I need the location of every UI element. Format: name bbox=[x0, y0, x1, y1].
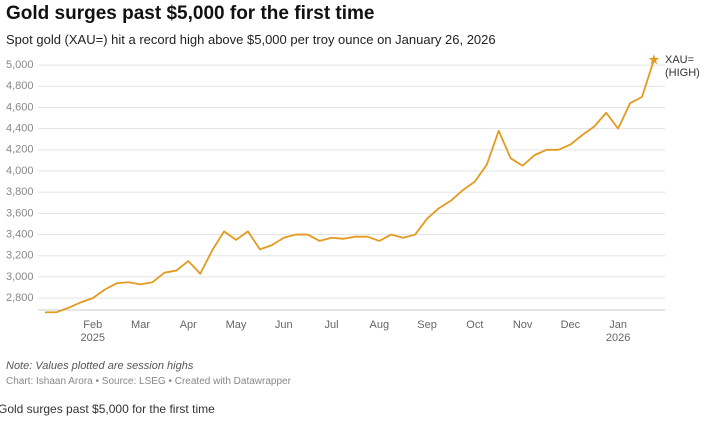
y-tick-label: 4,200 bbox=[6, 144, 34, 156]
x-tick-label: Oct bbox=[466, 319, 484, 331]
y-tick-label: 3,400 bbox=[6, 228, 34, 240]
note: Note: Values plotted are session highs bbox=[6, 360, 194, 372]
chart-title: Gold surges past $5,000 for the first ti… bbox=[6, 3, 375, 24]
y-tick-label: 3,200 bbox=[6, 250, 34, 262]
x-tick-label: Jun bbox=[274, 319, 293, 331]
x-tick-label: Jan 2026 bbox=[605, 319, 631, 344]
x-tick-label: Jul bbox=[324, 319, 339, 331]
x-tick-label: Aug bbox=[369, 319, 390, 331]
y-tick-label: 3,000 bbox=[6, 271, 34, 283]
x-tick-label: Feb 2025 bbox=[80, 319, 105, 344]
y-tick-label: 3,600 bbox=[6, 207, 34, 219]
end-marker bbox=[648, 54, 660, 65]
y-tick-label: 5,000 bbox=[6, 59, 34, 71]
line bbox=[44, 59, 655, 314]
x-tick-label: Nov bbox=[512, 319, 533, 331]
annotation: XAU= (HIGH) bbox=[665, 54, 700, 79]
caption: Gold surges past $5,000 for the first ti… bbox=[0, 402, 215, 416]
y-tick-label: 4,600 bbox=[6, 101, 34, 113]
y-tick-label: 2,800 bbox=[6, 292, 34, 304]
y-tick-label: 4,800 bbox=[6, 80, 34, 92]
x-tick-label: Sep bbox=[417, 319, 437, 331]
y-tick-label: 4,000 bbox=[6, 165, 34, 177]
source: Chart: Ishaan Arora • Source: LSEG • Cre… bbox=[6, 376, 291, 387]
x-tick-label: Mar bbox=[131, 319, 150, 331]
subtitle: Spot gold (XAU=) hit a record high above… bbox=[6, 32, 496, 47]
x-tick-label: Dec bbox=[560, 319, 581, 331]
y-tick-label: 4,400 bbox=[6, 123, 34, 135]
x-tick-label: May bbox=[225, 319, 247, 331]
y-tick-label: 3,800 bbox=[6, 186, 34, 198]
x-tick-label: Apr bbox=[179, 319, 197, 331]
